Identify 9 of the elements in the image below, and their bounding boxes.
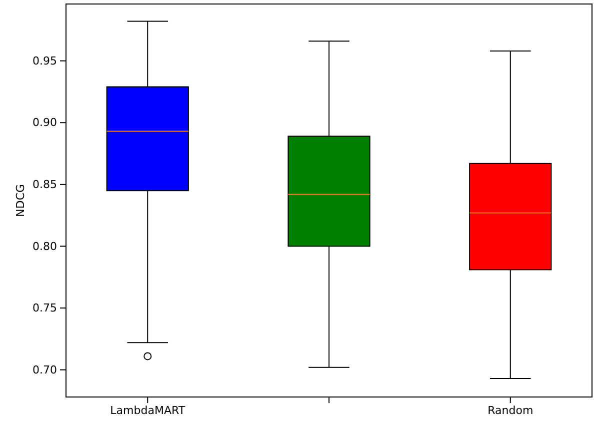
x-tick-label: LambdaMART — [110, 404, 186, 417]
y-tick-label: 0.95 — [32, 54, 57, 68]
x-tick-label: Random — [488, 404, 534, 417]
y-axis-title: NDCG — [14, 184, 27, 217]
y-tick-label: 0.75 — [32, 302, 57, 315]
y-tick-label: 0.80 — [32, 240, 57, 253]
y-tick-label: 0.85 — [32, 178, 57, 191]
y-tick-label: 0.70 — [32, 363, 57, 376]
y-tick-label: 0.90 — [32, 116, 57, 130]
